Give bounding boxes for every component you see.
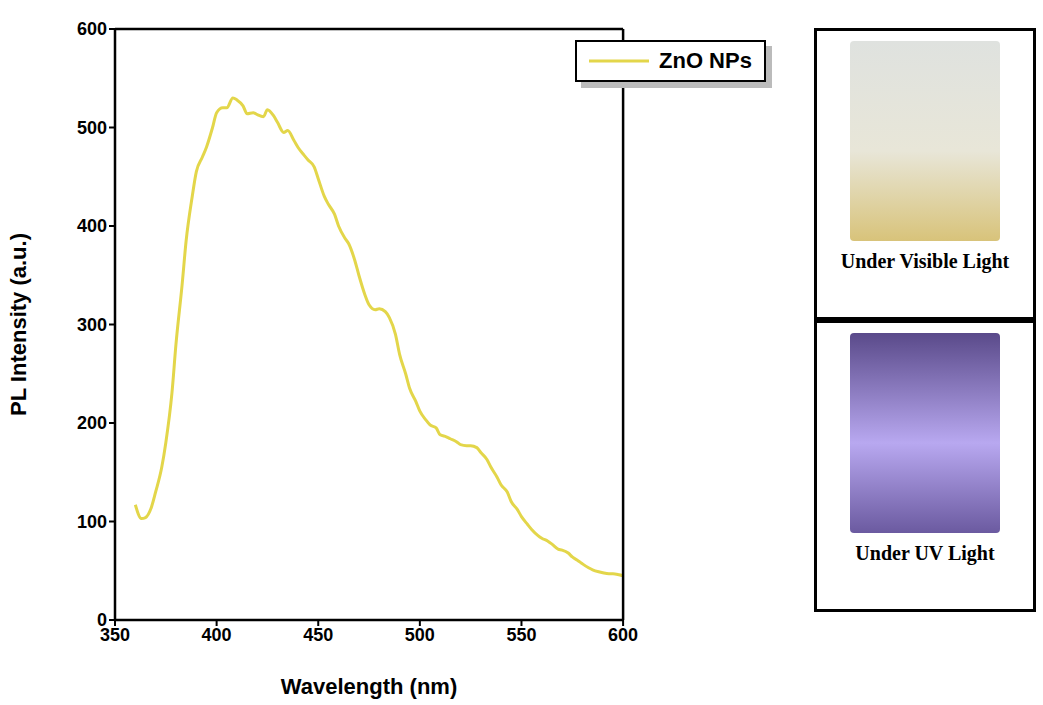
html-text:Under Visible Light: Under Visible Light <box>840 250 1010 272</box>
svg-text:600: 600 <box>608 625 638 645</box>
svg-text:500: 500 <box>405 625 435 645</box>
svg-text:350: 350 <box>100 624 130 645</box>
html-text:Under UV Light: Under UV Light <box>855 542 995 564</box>
svg-text:500: 500 <box>77 118 107 138</box>
svg-text:600: 600 <box>77 19 107 39</box>
svg-text:100: 100 <box>77 512 107 532</box>
html-text:ZnO NPs: ZnO NPs <box>659 48 752 73</box>
svg-text:550: 550 <box>506 625 536 645</box>
svg-text:Wavelength (nm): Wavelength (nm) <box>281 674 457 699</box>
svg-text:200: 200 <box>77 413 107 433</box>
svg-text:400: 400 <box>202 625 232 645</box>
svg-text:0: 0 <box>97 610 107 630</box>
svg-text:PL Intensity (a.u.): PL Intensity (a.u.) <box>6 233 31 416</box>
svg-text:450: 450 <box>303 625 333 645</box>
svg-text:300: 300 <box>77 315 107 335</box>
svg-text:400: 400 <box>77 216 107 236</box>
